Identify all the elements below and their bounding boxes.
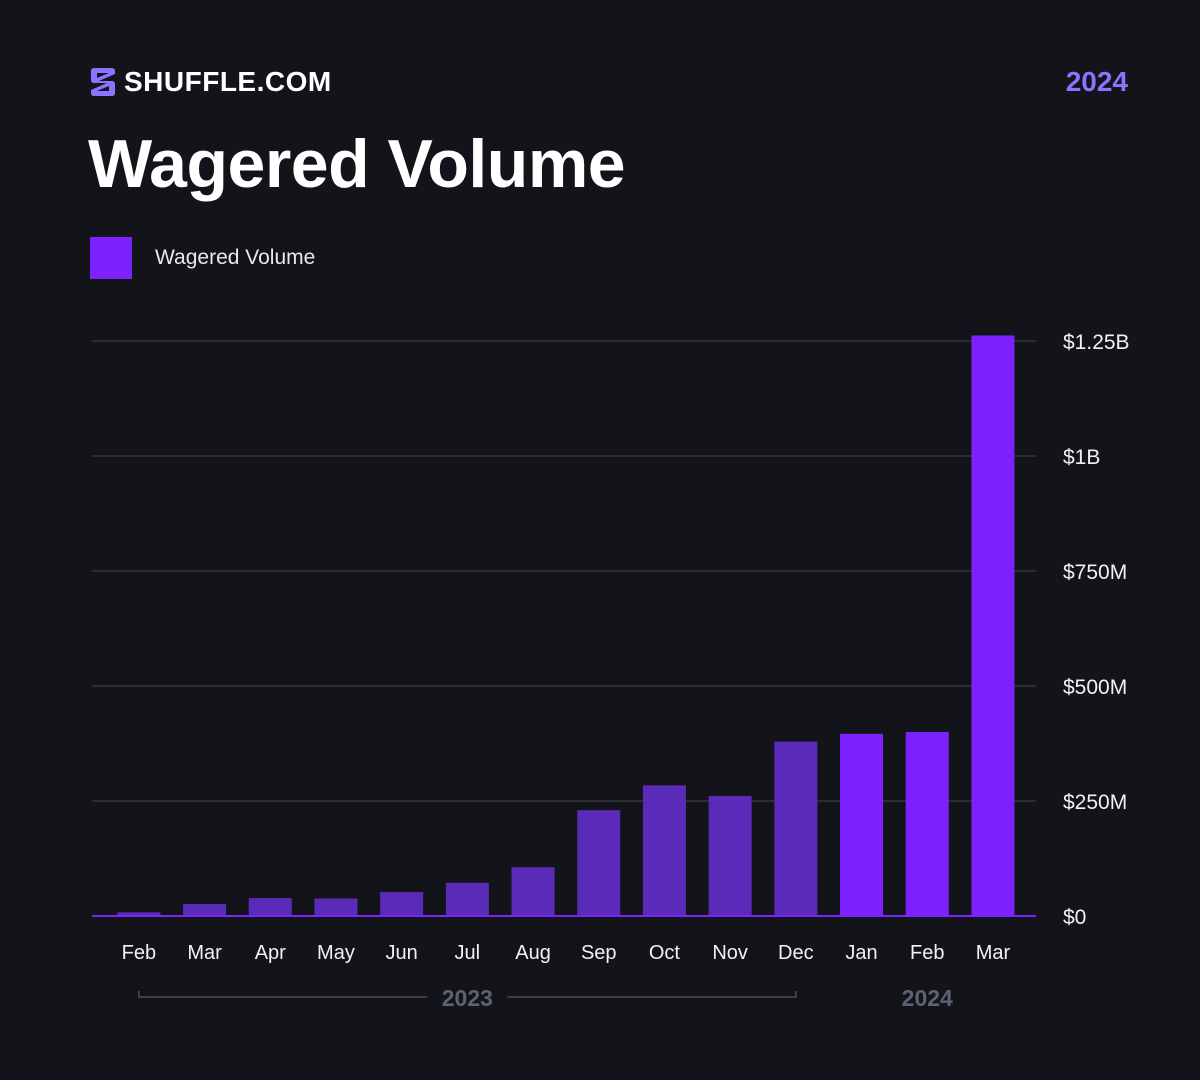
x-tick-label: Jun — [386, 942, 418, 964]
year-bracket-2023-left — [138, 991, 428, 998]
legend: Wagered Volume — [90, 237, 315, 279]
x-tick-label: Apr — [255, 942, 286, 964]
year-group-label-2023: 2023 — [442, 985, 493, 1011]
x-tick-label: Jan — [845, 942, 877, 964]
bar — [380, 892, 424, 916]
year-badge: 2024 — [1065, 66, 1128, 97]
x-tick-label: Aug — [515, 942, 551, 964]
bar — [248, 898, 292, 916]
shuffle-logo-icon — [91, 68, 115, 96]
y-tick-label: $750M — [1063, 561, 1127, 584]
bar — [314, 898, 358, 916]
legend-label: Wagered Volume — [155, 246, 316, 269]
bar — [971, 335, 1015, 917]
x-tick-label: Feb — [122, 942, 156, 964]
bar — [905, 732, 949, 916]
x-tick-label: May — [317, 942, 355, 964]
bar — [642, 785, 686, 916]
y-tick-label: $250M — [1063, 791, 1127, 814]
bar — [117, 912, 161, 916]
y-tick-label: $500M — [1063, 676, 1127, 699]
bar — [840, 733, 884, 916]
bar — [511, 867, 555, 916]
brand-name: SHUFFLE.COM — [124, 66, 332, 97]
bar — [445, 882, 489, 916]
y-tick-label: $0 — [1063, 906, 1086, 929]
bar — [577, 810, 621, 916]
year-group-label-2024: 2024 — [902, 985, 953, 1011]
chart-title: Wagered Volume — [88, 126, 626, 202]
y-tick-label: $1.25B — [1063, 331, 1130, 354]
brand-logo: SHUFFLE.COM — [90, 64, 332, 100]
y-tick-label: $1B — [1063, 446, 1100, 469]
x-tick-label: Jul — [455, 942, 481, 964]
legend-swatch — [90, 237, 132, 279]
x-tick-label: Sep — [581, 942, 617, 964]
year-bracket-2023-right — [507, 991, 797, 998]
bar — [774, 741, 818, 916]
x-tick-label: Feb — [910, 942, 944, 964]
x-tick-label: Dec — [778, 942, 814, 964]
x-tick-label: Nov — [712, 942, 748, 964]
x-tick-label: Mar — [187, 942, 222, 964]
bar — [708, 795, 752, 916]
x-tick-label: Mar — [976, 942, 1011, 964]
bar — [183, 904, 227, 916]
x-tick-label: Oct — [649, 942, 681, 964]
